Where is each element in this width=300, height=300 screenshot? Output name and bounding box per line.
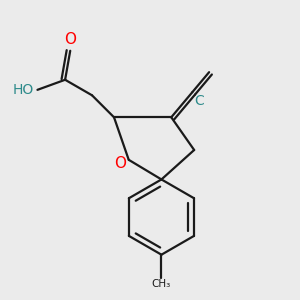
Text: O: O: [115, 156, 127, 171]
Text: O: O: [64, 32, 76, 47]
Text: CH₃: CH₃: [152, 279, 171, 289]
Text: HO: HO: [12, 83, 34, 97]
Text: C: C: [194, 94, 204, 108]
